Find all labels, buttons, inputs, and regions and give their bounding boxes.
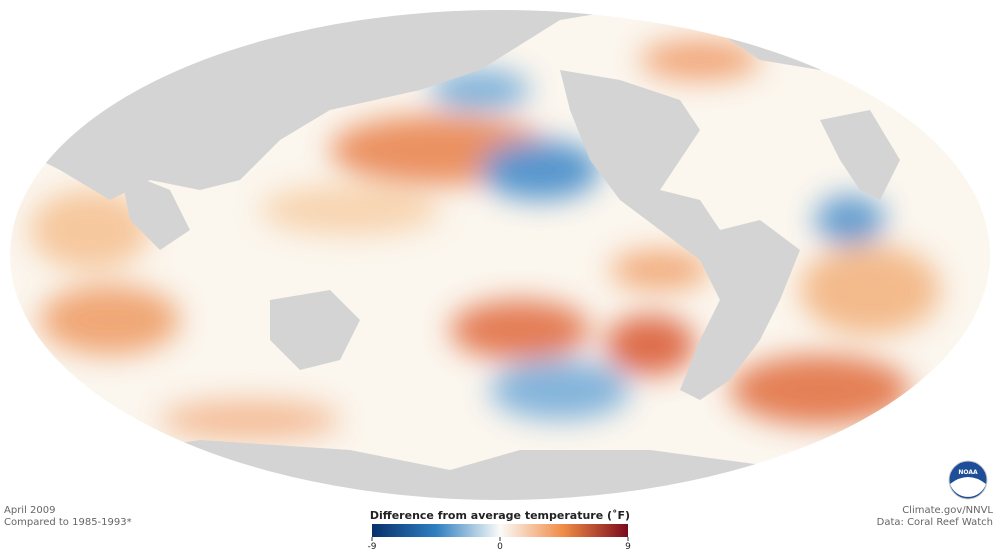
date-label: April 2009 (4, 505, 55, 516)
source-label: Data: Coral Reef Watch (877, 517, 993, 528)
colorbar (372, 524, 628, 537)
colorbar-tick-label: 0 (497, 542, 503, 552)
noaa-logo: NOAA (948, 460, 988, 500)
anomaly-field (30, 40, 940, 440)
logo-text: NOAA (958, 469, 978, 476)
credit-label: Climate.gov/NNVL (902, 505, 993, 516)
colorbar-tick-label: 9 (625, 542, 631, 552)
colorbar-title: Difference from average temperature (˚F) (370, 509, 630, 522)
baseline-label: Compared to 1985-1993* (4, 517, 132, 528)
colorbar-tick-label: -9 (368, 542, 377, 552)
logo-gull (950, 477, 986, 497)
